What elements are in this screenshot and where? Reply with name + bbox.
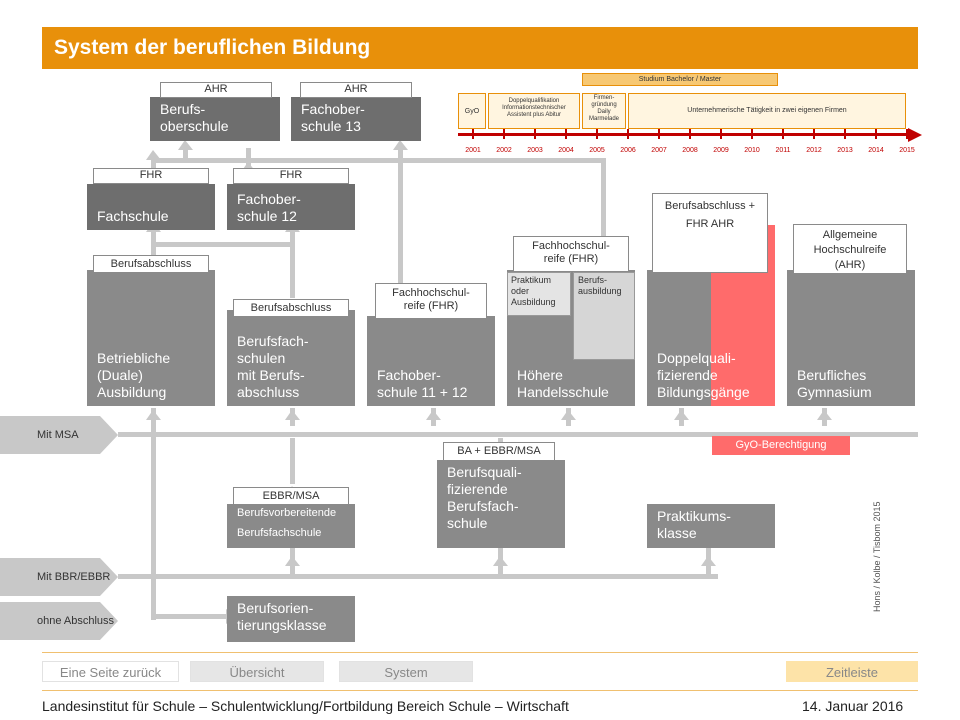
gyo-berechtigung-badge: GyO-Berechtigung bbox=[712, 436, 850, 455]
timeline-tick bbox=[472, 129, 474, 139]
timeline-unternehmer: Unternehmerische Tätigkeit in zwei eigen… bbox=[628, 93, 906, 129]
timeline-year-label: 2007 bbox=[651, 147, 667, 154]
timeline-tick bbox=[503, 129, 505, 139]
timeline-tick bbox=[844, 129, 846, 139]
nav-overview-button[interactable]: Übersicht bbox=[190, 661, 324, 682]
timeline-doppelqualifikation: Doppelqualifikation Informationstechnisc… bbox=[488, 93, 580, 129]
footer-institute: Landesinstitut für Schule – Schulentwick… bbox=[42, 698, 569, 714]
msa-arrow bbox=[0, 416, 918, 454]
berufliches-gymnasium-label: Allgemeine Hochschulreife (AHR) bbox=[793, 224, 907, 274]
timeline-tick bbox=[813, 129, 815, 139]
fachoberschule-1112-label: Fachhochschul- reife (FHR) bbox=[375, 283, 487, 319]
timeline-year-label: 2012 bbox=[806, 147, 822, 154]
timeline-year-label: 2005 bbox=[589, 147, 605, 154]
betriebliche-ausbildung-box[interactable]: Betriebliche (Duale) Ausbildung bbox=[87, 270, 215, 406]
timeline-axis bbox=[458, 133, 913, 136]
timeline-tick bbox=[720, 129, 722, 139]
page-title: System der beruflichen Bildung bbox=[42, 27, 918, 69]
betriebliche-ausbildung-label: Berufsabschluss bbox=[93, 255, 209, 273]
timeline-gyo: GyO bbox=[458, 93, 486, 129]
berufsqualifizierende-bfs-box[interactable]: Berufsquali- fizierende Berufsfach- schu… bbox=[437, 460, 565, 548]
nav-divider bbox=[42, 652, 918, 653]
berufsoberschule-label: AHR bbox=[160, 82, 272, 98]
bbr-tag: Mit BBR/EBBR bbox=[37, 571, 111, 583]
timeline-tick bbox=[782, 129, 784, 139]
timeline-year-label: 2002 bbox=[496, 147, 512, 154]
hh-berufsausbildung: Berufs- ausbildung bbox=[573, 272, 635, 360]
berufliches-gymnasium-box[interactable]: Berufliches Gymnasium bbox=[787, 270, 915, 406]
timeline-tick bbox=[906, 129, 908, 139]
doppelqualifizierende-label: Berufsabschluss + FHR AHR bbox=[652, 193, 768, 273]
berufsfachschulen-box[interactable]: Berufsfach- schulen mit Berufs- abschlus… bbox=[227, 310, 355, 406]
timeline-year-label: 2006 bbox=[620, 147, 636, 154]
timeline-year-label: 2003 bbox=[527, 147, 543, 154]
fachoberschule-13-label: AHR bbox=[300, 82, 412, 98]
timeline-tick bbox=[751, 129, 753, 139]
praktikumsklasse-box[interactable]: Praktikums- klasse bbox=[647, 504, 775, 548]
berufsvorbereitende-bfs-box[interactable]: Berufsvorbereitende Berufsfachschule bbox=[227, 504, 355, 548]
timeline-year-label: 2008 bbox=[682, 147, 698, 154]
berufsoberschule-box[interactable]: Berufs- oberschule bbox=[150, 97, 280, 141]
timeline-tick bbox=[627, 129, 629, 139]
timeline-year-label: 2010 bbox=[744, 147, 760, 154]
ohne-abschluss-tag: ohne Abschluss bbox=[37, 615, 115, 627]
footer-divider bbox=[42, 690, 918, 691]
timeline-axis-arrow bbox=[908, 128, 922, 142]
timeline-year-label: 2004 bbox=[558, 147, 574, 154]
timeline-firmengruendung: Firmen- gründung Daily Marmelade bbox=[582, 93, 626, 129]
fachschule-box[interactable]: Fachschule bbox=[87, 184, 215, 230]
berufsqualifizierende-bfs-label: BA + EBBR/MSA bbox=[443, 442, 555, 461]
timeline-year-label: 2001 bbox=[465, 147, 481, 154]
bbr-arrow bbox=[0, 558, 718, 596]
timeline-tick bbox=[658, 129, 660, 139]
timeline-year-label: 2013 bbox=[837, 147, 853, 154]
berufsorientierungsklasse-box[interactable]: Berufsorien- tierungsklasse bbox=[227, 596, 355, 642]
fachoberschule-13-box[interactable]: Fachober- schule 13 bbox=[291, 97, 421, 141]
nav-back-button[interactable]: Eine Seite zurück bbox=[42, 661, 179, 682]
ohne-abschluss-arrow bbox=[0, 602, 118, 640]
timeline-tick bbox=[875, 129, 877, 139]
timeline-year-label: 2015 bbox=[899, 147, 915, 154]
credit: Hons / Kolbe / Tisbom 2015 bbox=[872, 501, 882, 612]
fachoberschule-12-box[interactable]: Fachober- schule 12 bbox=[227, 184, 355, 230]
msa-tag: Mit MSA bbox=[37, 429, 79, 441]
berufsvorbereitende-bfs-label: EBBR/MSA bbox=[233, 487, 349, 505]
timeline-study-bar: Studium Bachelor / Master bbox=[582, 73, 778, 86]
timeline-year-label: 2014 bbox=[868, 147, 884, 154]
timeline-tick bbox=[565, 129, 567, 139]
fachoberschule-12-label: FHR bbox=[233, 168, 349, 184]
berufsfachschulen-label: Berufsabschluss bbox=[233, 299, 349, 317]
footer-date: 14. Januar 2016 bbox=[802, 698, 904, 714]
timeline-tick bbox=[596, 129, 598, 139]
nav-system-button[interactable]: System bbox=[339, 661, 473, 682]
timeline-year-label: 2011 bbox=[775, 147, 791, 154]
fachschule-label: FHR bbox=[93, 168, 209, 184]
timeline-year-label: 2009 bbox=[713, 147, 729, 154]
fachoberschule-1112-box[interactable]: Fachober- schule 11 + 12 bbox=[367, 316, 495, 406]
hoehere-handelsschule-label: Fachhochschul- reife (FHR) bbox=[513, 236, 629, 272]
timeline-tick bbox=[689, 129, 691, 139]
hh-praktikum: Praktikum oder Ausbildung bbox=[507, 272, 571, 316]
nav-timeline-button[interactable]: Zeitleiste bbox=[786, 661, 918, 682]
timeline-tick bbox=[534, 129, 536, 139]
